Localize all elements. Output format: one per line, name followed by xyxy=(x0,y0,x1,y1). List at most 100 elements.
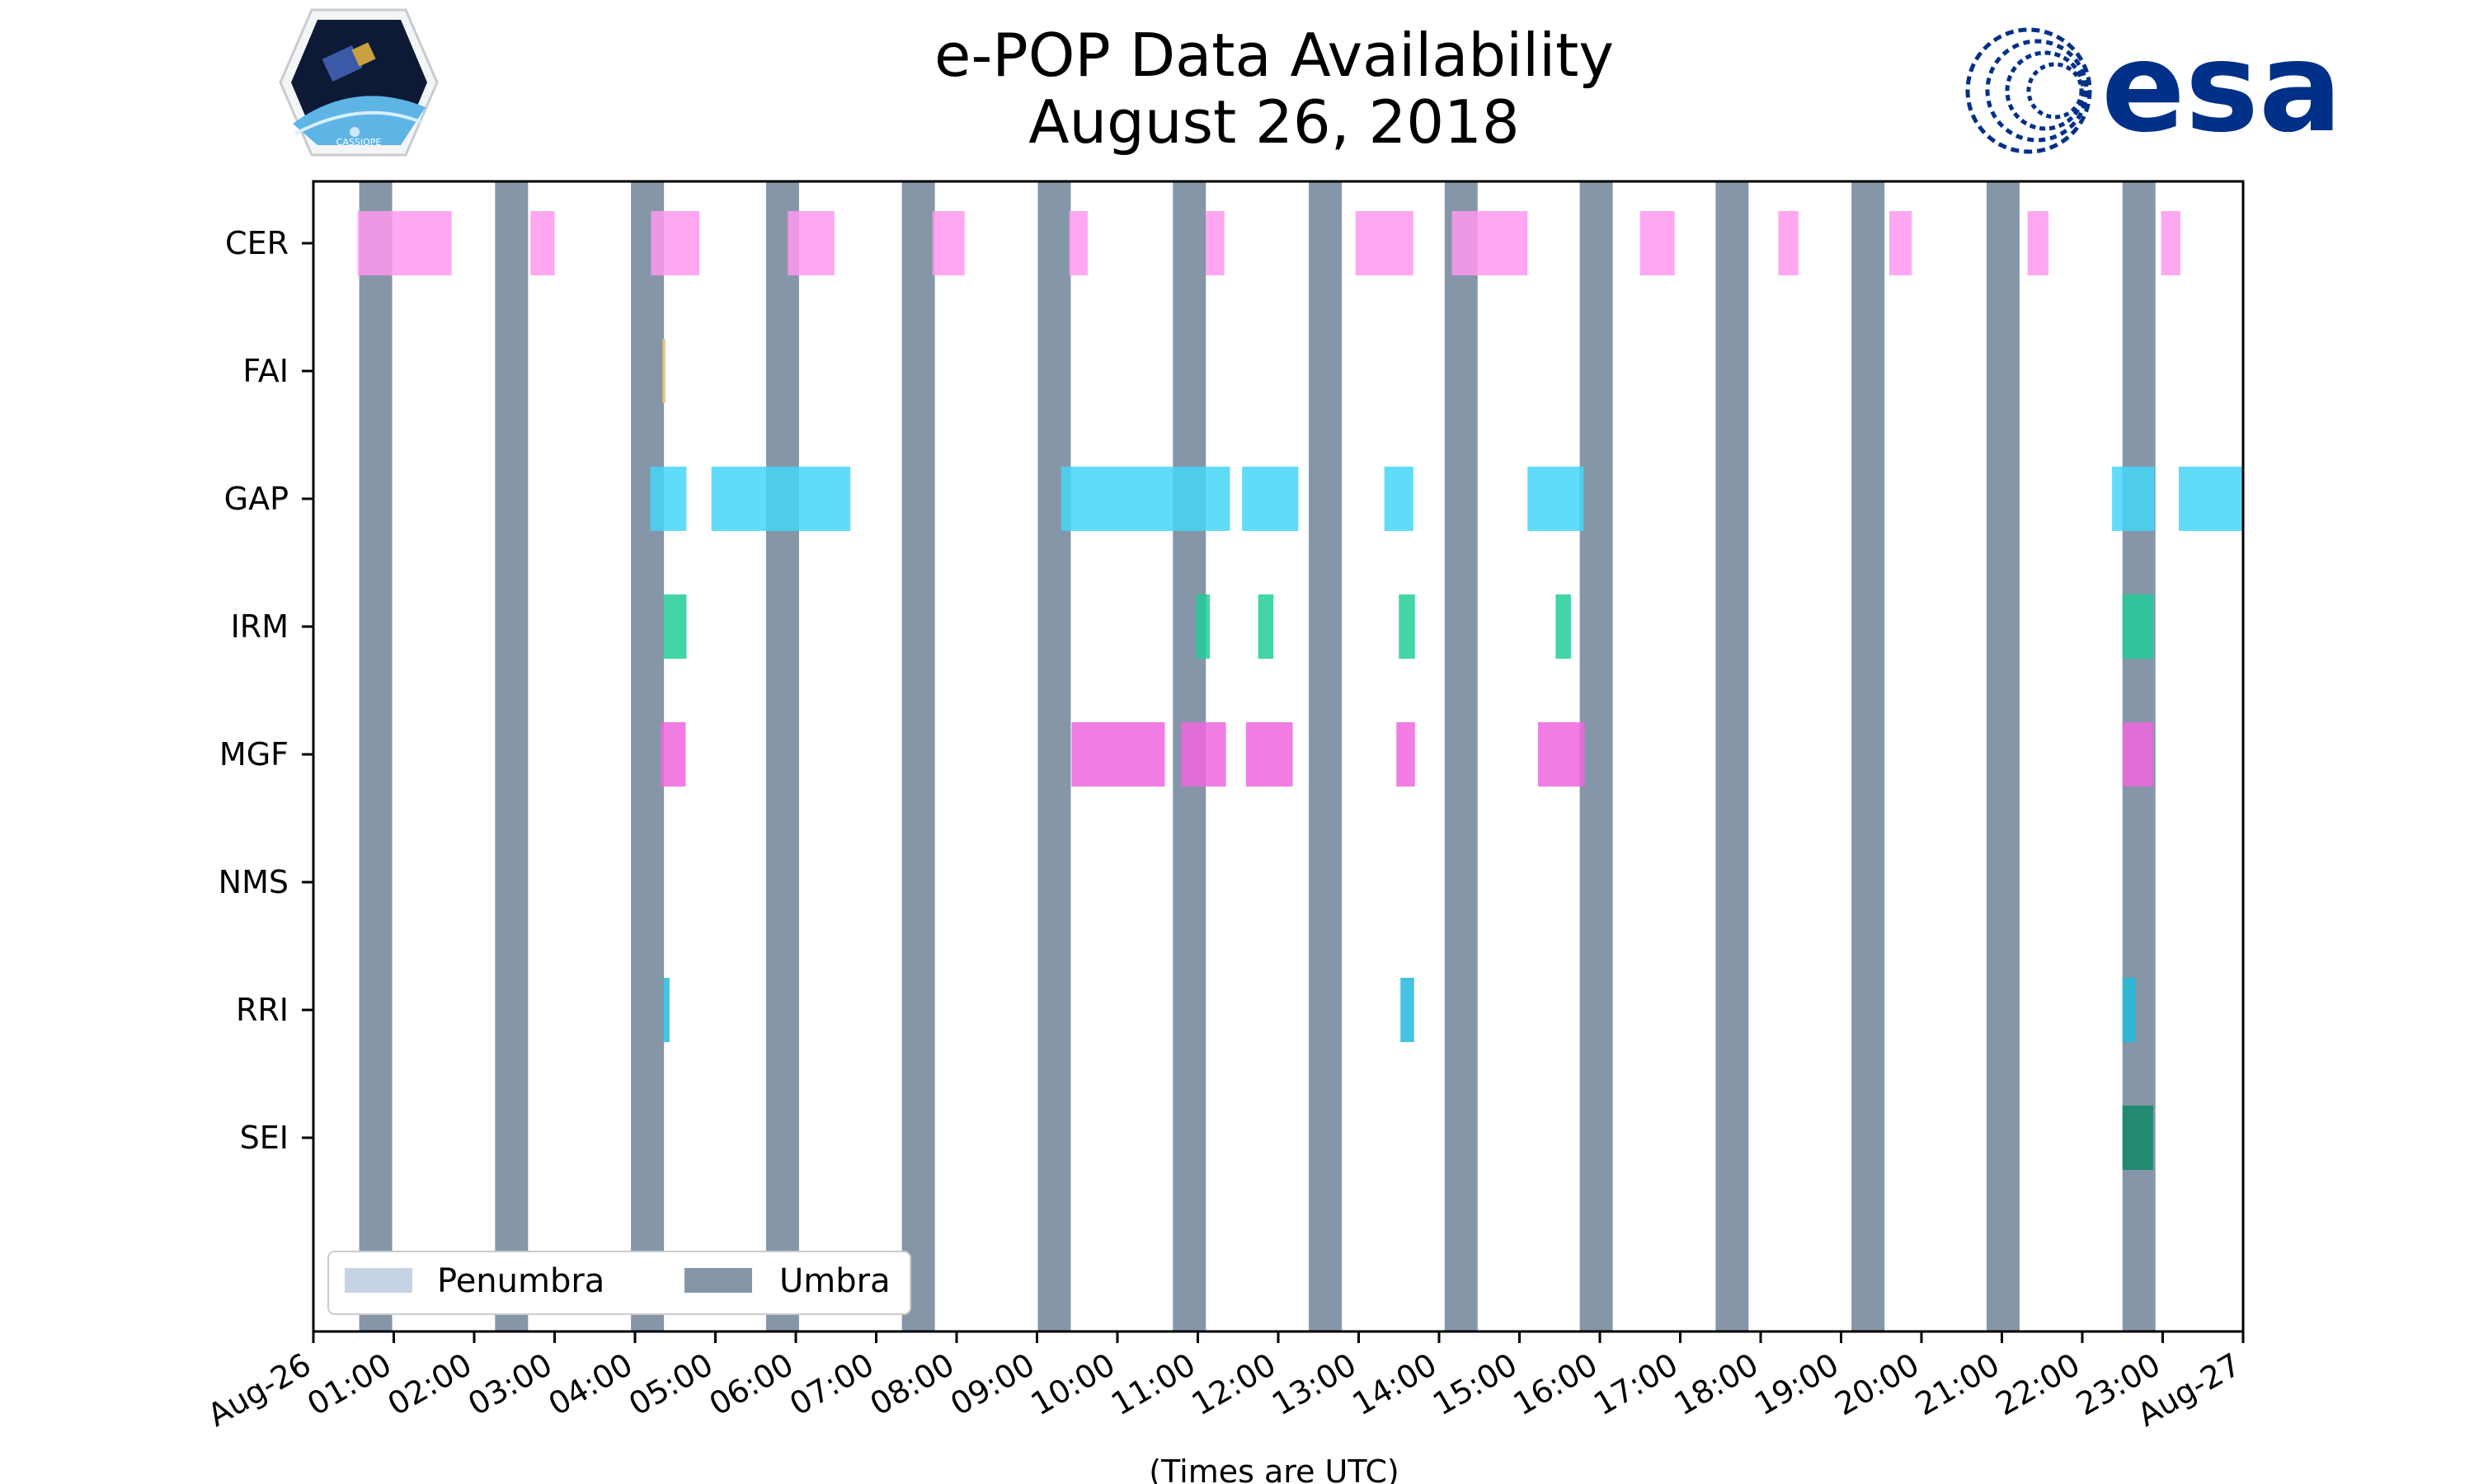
legend-box xyxy=(327,1251,911,1315)
data-bar-gap xyxy=(1384,467,1413,531)
data-bar-mgf xyxy=(1537,722,1585,787)
chart-title: e-POP Data Availability xyxy=(934,21,1614,90)
x-axis-label: (Times are UTC) xyxy=(1149,1453,1399,1484)
esa-logo: esa xyxy=(1965,16,2342,160)
x-tick-label: 09:00 xyxy=(944,1346,1041,1423)
x-tick-label: 20:00 xyxy=(1829,1346,1926,1423)
umbra-band xyxy=(495,181,529,1331)
data-bar-mgf xyxy=(2122,722,2153,787)
data-bar-irm xyxy=(664,594,687,659)
y-tick-label: SEI xyxy=(240,1120,289,1156)
x-tick-label: 08:00 xyxy=(864,1346,961,1423)
data-bar-cer xyxy=(1451,211,1528,275)
data-bar-cer xyxy=(530,211,555,275)
data-bar-sei xyxy=(2122,1106,2153,1170)
legend: Penumbra Umbra xyxy=(327,1251,911,1315)
data-bar-mgf xyxy=(661,722,686,787)
x-axis: Aug-2601:0002:0003:0004:0005:0006:0007:0… xyxy=(201,1331,2247,1434)
y-tick-label: MGF xyxy=(219,736,289,773)
x-tick-label: 21:00 xyxy=(1909,1346,2006,1423)
data-bar-mgf xyxy=(1246,722,1293,787)
x-tick-label: 06:00 xyxy=(703,1346,800,1423)
data-bar-gap xyxy=(1061,467,1230,531)
x-tick-label: 02:00 xyxy=(382,1346,478,1423)
y-axis: CER FAI GAP IRM MGF NMS RRI SEI xyxy=(219,225,313,1156)
instrument-bars xyxy=(357,211,2243,1170)
x-tick-label: 12:00 xyxy=(1186,1346,1282,1423)
esa-logo-text: esa xyxy=(2101,16,2342,160)
data-bar-rri xyxy=(1400,978,1414,1042)
umbra-band xyxy=(631,181,665,1331)
x-tick-label: 18:00 xyxy=(1668,1346,1765,1423)
y-tick-label: RRI xyxy=(236,992,289,1028)
y-tick-label: NMS xyxy=(219,864,289,900)
umbra-band xyxy=(1037,181,1071,1331)
data-bar-cer xyxy=(932,211,965,275)
x-tick-label: 11:00 xyxy=(1105,1346,1202,1423)
x-tick-label: 04:00 xyxy=(543,1346,639,1423)
data-bar-cer xyxy=(1069,211,1088,275)
data-bar-cer xyxy=(1778,211,1799,275)
data-bar-gap xyxy=(2179,467,2243,531)
x-tick-label: Aug-26 xyxy=(201,1346,317,1434)
data-bar-gap xyxy=(650,467,687,531)
x-tick-label: 17:00 xyxy=(1587,1346,1684,1423)
y-tick-label: FAI xyxy=(242,353,289,389)
data-bar-gap xyxy=(1527,467,1584,531)
umbra-band xyxy=(1579,181,1613,1331)
data-bar-cer xyxy=(1889,211,1912,275)
cassiope-logo: CASSIOPE xyxy=(279,8,439,157)
y-tick-label: GAP xyxy=(224,481,289,517)
chart-subtitle: August 26, 2018 xyxy=(1028,87,1519,157)
data-bar-irm xyxy=(1555,594,1571,659)
data-bar-rri xyxy=(663,978,670,1042)
umbra-band xyxy=(1715,181,1749,1331)
legend-label-penumbra: Penumbra xyxy=(437,1262,604,1300)
x-tick-label: 14:00 xyxy=(1347,1346,1443,1423)
data-bar-cer xyxy=(651,211,699,275)
data-bar-gap xyxy=(1242,467,1299,531)
data-bar-irm xyxy=(1399,594,1415,659)
x-tick-label: 16:00 xyxy=(1507,1346,1604,1423)
x-tick-label: 19:00 xyxy=(1748,1346,1845,1423)
y-tick-label: CER xyxy=(225,225,289,261)
x-tick-label: 07:00 xyxy=(783,1346,880,1423)
data-bar-cer xyxy=(1639,211,1675,275)
legend-swatch-umbra xyxy=(684,1268,752,1293)
legend-swatch-penumbra xyxy=(345,1268,412,1293)
x-tick-label: 22:00 xyxy=(1990,1346,2086,1423)
x-tick-label: 01:00 xyxy=(301,1346,397,1423)
data-bar-irm xyxy=(2122,594,2153,659)
umbra-bands xyxy=(359,181,2156,1331)
data-bar-mgf xyxy=(1181,722,1226,787)
umbra-band xyxy=(1309,181,1343,1331)
legend-label-umbra: Umbra xyxy=(779,1262,891,1300)
umbra-band xyxy=(1851,181,1885,1331)
x-tick-label: 03:00 xyxy=(462,1346,558,1423)
data-bar-irm xyxy=(1258,594,1274,659)
x-tick-label: 15:00 xyxy=(1427,1346,1523,1423)
data-bar-gap xyxy=(711,467,851,531)
data-bar-cer xyxy=(357,211,452,275)
umbra-band xyxy=(765,181,799,1331)
data-bar-mgf xyxy=(1071,722,1165,787)
data-bar-cer xyxy=(788,211,835,275)
data-bar-fai xyxy=(662,339,666,403)
data-bar-irm xyxy=(1196,594,1211,659)
data-bar-cer xyxy=(1206,211,1225,275)
umbra-band xyxy=(1986,181,2020,1331)
data-bar-rri xyxy=(2122,978,2136,1042)
umbra-band xyxy=(901,181,935,1331)
data-bar-cer xyxy=(1355,211,1413,275)
data-bar-gap xyxy=(2112,467,2155,531)
x-tick-label: 10:00 xyxy=(1025,1346,1122,1423)
y-tick-label: IRM xyxy=(231,608,289,645)
data-bar-cer xyxy=(2161,211,2180,275)
esa-logo-swirl xyxy=(1965,27,2092,154)
data-bar-mgf xyxy=(1396,722,1415,787)
x-tick-label: 13:00 xyxy=(1266,1346,1362,1423)
data-bar-cer xyxy=(2027,211,2049,275)
x-tick-label: 05:00 xyxy=(623,1346,719,1423)
umbra-band xyxy=(359,181,393,1331)
